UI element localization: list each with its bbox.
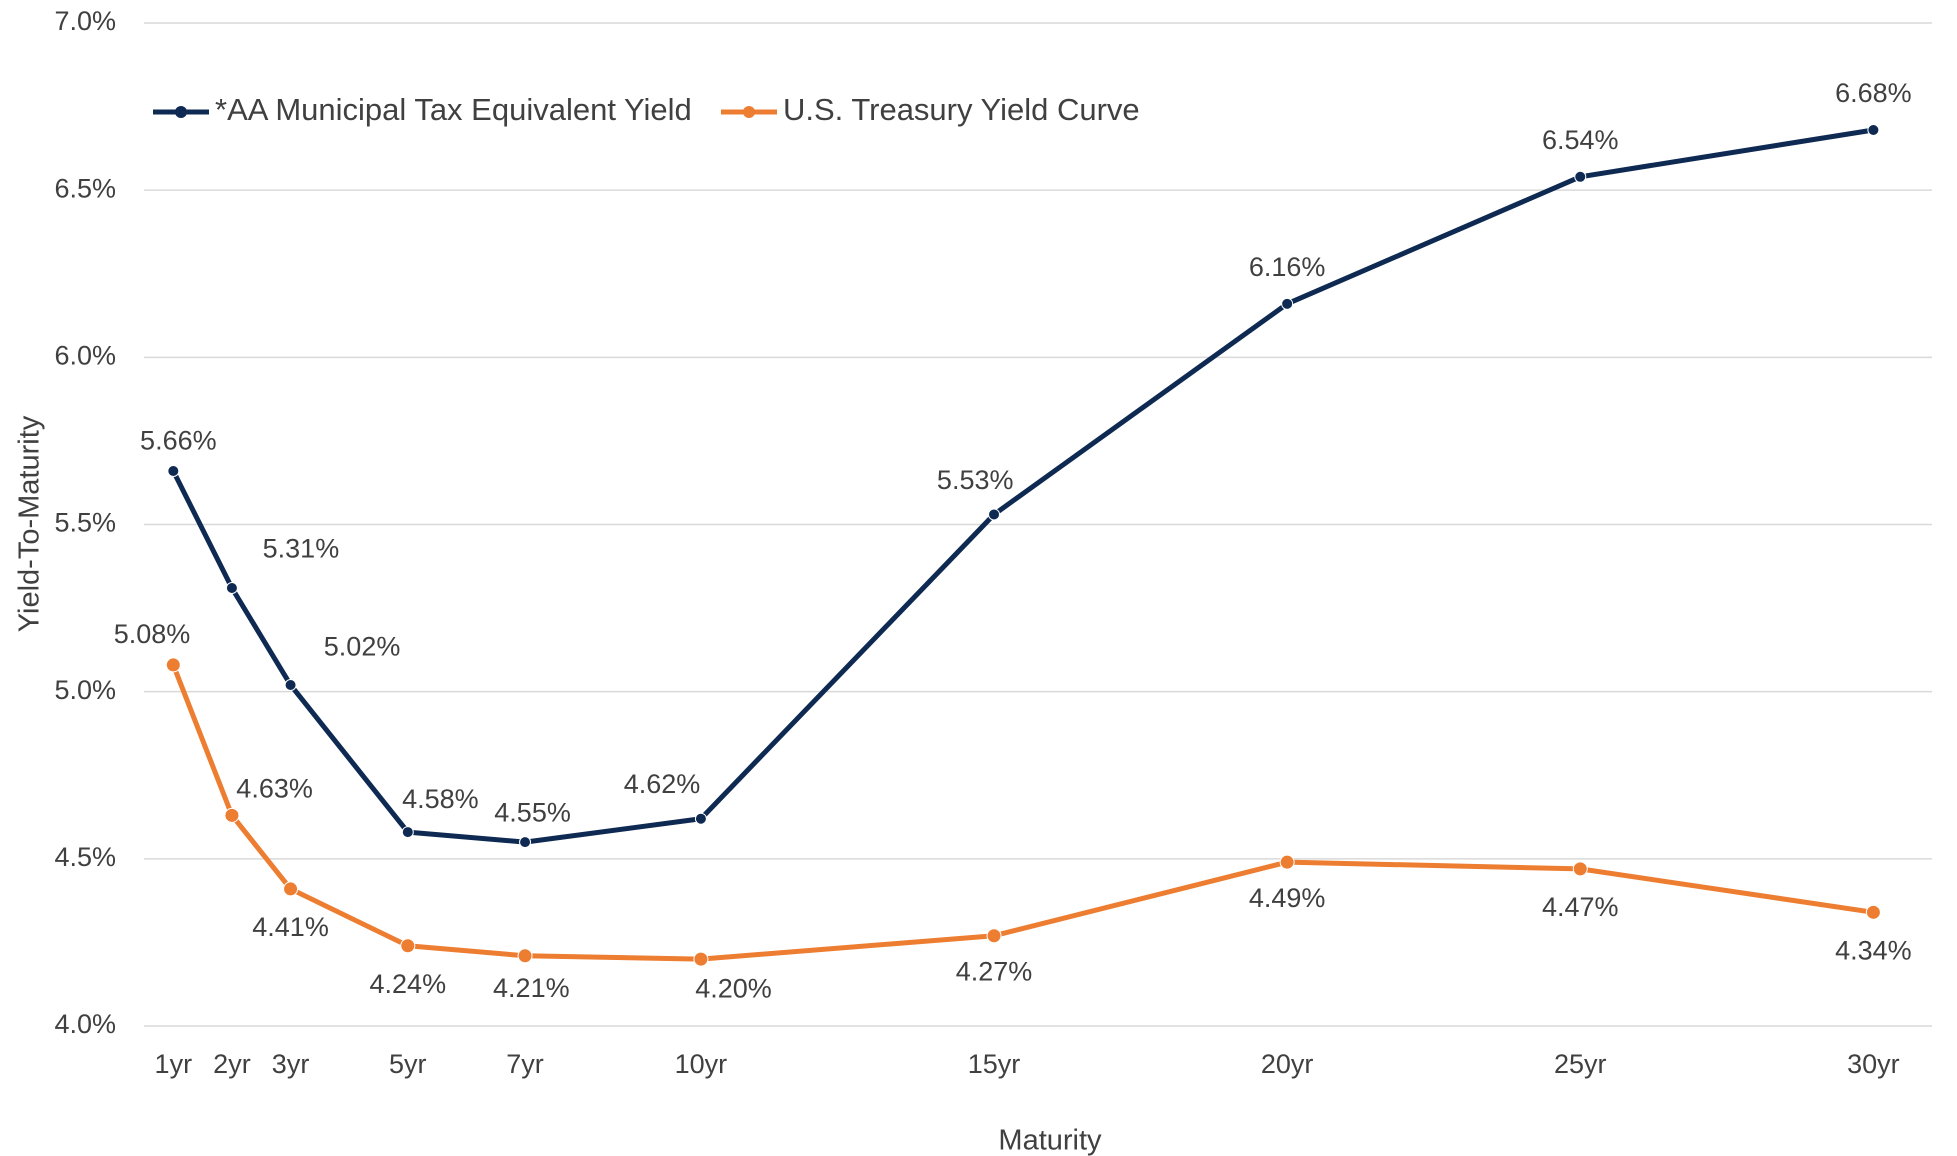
point: [1865, 904, 1881, 920]
series-line: [170, 664, 1874, 962]
data-label: 4.55%: [494, 798, 571, 828]
point: [519, 836, 532, 849]
data-label: 4.62%: [624, 769, 701, 799]
data-label: 4.20%: [695, 974, 772, 1004]
point: [693, 951, 709, 967]
point: [517, 948, 533, 964]
legend-label: U.S. Treasury Yield Curve: [783, 92, 1140, 127]
x-axis-title: Maturity: [998, 1125, 1102, 1156]
data-label: 6.68%: [1835, 78, 1912, 108]
point: [694, 812, 707, 825]
legend-marker: [175, 106, 187, 118]
point: [225, 582, 238, 595]
point: [1281, 297, 1294, 310]
data-label: 4.63%: [236, 773, 313, 803]
x-tick-label: 20yr: [1261, 1049, 1314, 1079]
data-label: 5.66%: [140, 425, 217, 455]
x-tick-label: 25yr: [1554, 1049, 1607, 1079]
point: [167, 465, 180, 478]
series: 5.08% 4.63% 4.41% 4.24% 4.21% 4.20% 4.27% 4.49%…: [114, 619, 1912, 1003]
y-axis-title: Yield-To-Maturity: [14, 415, 46, 632]
point: [986, 928, 1002, 944]
legend-item: U.S. Treasury Yield Curve: [721, 92, 1140, 127]
data-label: 5.02%: [324, 632, 401, 662]
point: [400, 938, 416, 954]
data-label: 4.47%: [1542, 892, 1619, 922]
y-tick-label: 6.5%: [54, 173, 116, 203]
y-tick-label: 4.0%: [54, 1009, 116, 1039]
legend-label: *AA Municipal Tax Equivalent Yield: [215, 92, 692, 127]
y-tick-label: 5.0%: [54, 675, 116, 705]
point: [1867, 123, 1880, 136]
point: [401, 826, 414, 839]
point: [1574, 170, 1587, 183]
x-tick-label: 5yr: [389, 1049, 427, 1079]
point: [283, 881, 299, 897]
x-tick-label: 3yr: [272, 1049, 310, 1079]
legend-item: *AA Municipal Tax Equivalent Yield: [153, 92, 692, 127]
data-label: 5.31%: [263, 534, 340, 564]
x-tick-label: 10yr: [675, 1049, 728, 1079]
x-tick-label: 2yr: [213, 1049, 251, 1079]
data-label: 4.58%: [402, 784, 479, 814]
series-line: [171, 127, 1874, 845]
data-label: 4.34%: [1835, 936, 1912, 966]
x-tick-label: 30yr: [1847, 1049, 1900, 1079]
point: [284, 678, 297, 691]
data-label: 4.24%: [370, 969, 447, 999]
point: [224, 807, 240, 823]
data-label: 4.27%: [956, 956, 1033, 986]
data-label: 4.49%: [1249, 883, 1326, 913]
x-tick-label: 1yr: [155, 1049, 193, 1079]
data-label: 5.53%: [937, 465, 1014, 495]
y-tick-label: 4.5%: [54, 842, 116, 872]
point: [1572, 861, 1588, 877]
x-tick-label: 15yr: [968, 1049, 1021, 1079]
data-label: 4.41%: [252, 912, 329, 942]
y-tick-label: 6.0%: [54, 340, 116, 370]
point: [165, 657, 181, 673]
legend-marker: [743, 106, 755, 118]
y-tick-label: 7.0%: [54, 6, 116, 36]
data-label: 4.21%: [493, 973, 570, 1003]
x-tick-label: 7yr: [506, 1049, 544, 1079]
point: [1279, 854, 1295, 870]
data-label: 5.08%: [114, 619, 191, 649]
data-label: 6.54%: [1542, 125, 1619, 155]
data-label: 6.16%: [1249, 252, 1326, 282]
series: 5.66% 5.31% 5.02% 4.58% 4.55% 4.62% 5.53% 6.16%…: [140, 78, 1912, 849]
point: [988, 508, 1001, 521]
y-tick-label: 5.5%: [54, 508, 116, 538]
